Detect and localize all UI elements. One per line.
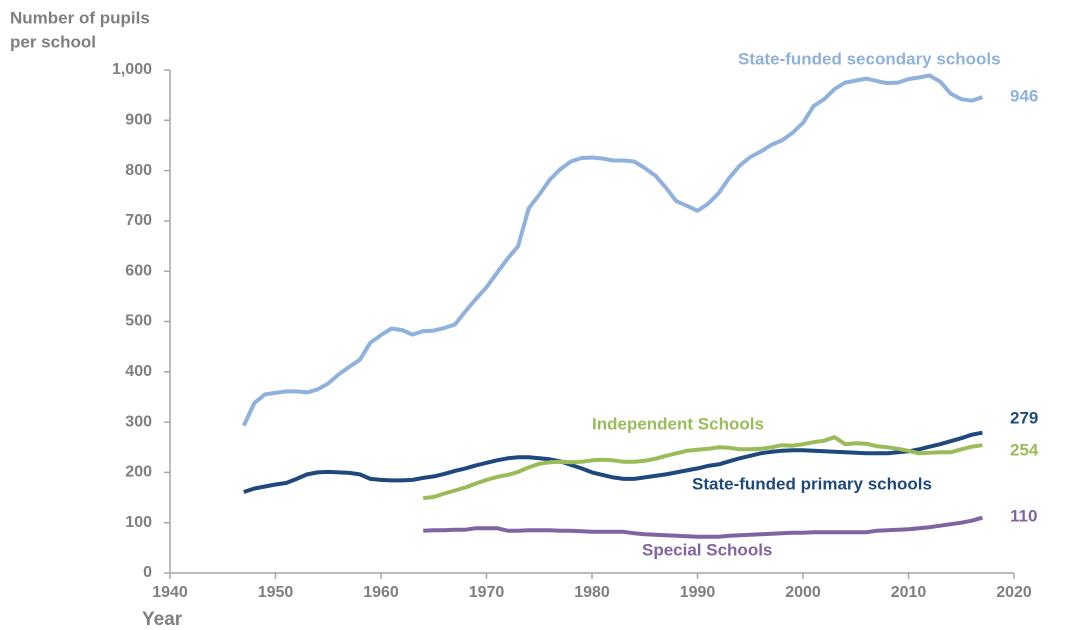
series-label: Independent Schools	[592, 414, 764, 433]
series-label: State-funded primary schools	[692, 474, 932, 493]
y-tick-label: 100	[125, 514, 152, 531]
y-tick-label: 800	[125, 162, 152, 179]
end-value-label: 946	[1010, 86, 1038, 105]
x-tick-label: 1970	[469, 584, 505, 601]
y-tick-label: 600	[125, 262, 152, 279]
y-tick-label: 200	[125, 464, 152, 481]
end-value-label: 110	[1010, 506, 1037, 525]
series-label: State-funded secondary schools	[738, 49, 1001, 68]
end-value-label: 254	[1010, 440, 1039, 459]
series-line	[241, 73, 984, 427]
x-tick-label: 2000	[785, 584, 821, 601]
x-tick-label: 1960	[363, 584, 399, 601]
y-tick-label: 900	[125, 112, 152, 129]
x-tick-label: 1990	[680, 584, 716, 601]
series-label: Special Schools	[642, 540, 772, 559]
series-line	[243, 430, 983, 494]
series-line	[422, 435, 983, 501]
y-tick-label: 300	[125, 413, 152, 430]
y-tick-label: 700	[125, 212, 152, 229]
x-tick-label: 1950	[258, 584, 294, 601]
series-line	[423, 515, 983, 539]
y-tick-label: 1,000	[112, 61, 152, 78]
x-tick-label: 1940	[152, 584, 188, 601]
x-axis-title: Year	[142, 609, 183, 630]
x-tick-label: 2010	[891, 584, 927, 601]
x-tick-label: 1980	[574, 584, 610, 601]
y-tick-label: 0	[143, 564, 152, 581]
y-axis-title: per school	[10, 32, 96, 51]
y-tick-label: 400	[125, 363, 152, 380]
end-value-label: 279	[1010, 408, 1038, 427]
x-tick-label: 2020	[996, 584, 1032, 601]
y-axis-title: Number of pupils	[10, 8, 150, 27]
y-tick-label: 500	[125, 313, 152, 330]
